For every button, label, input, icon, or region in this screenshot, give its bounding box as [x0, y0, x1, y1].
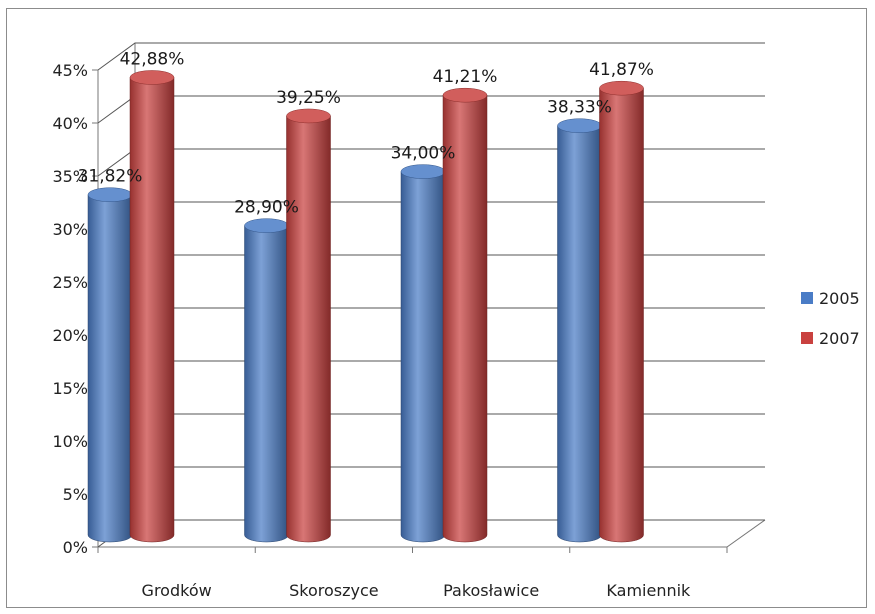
y-tick-label: 5%	[63, 485, 88, 504]
data-label: 41,87%	[589, 60, 654, 80]
data-label: 28,90%	[234, 198, 299, 218]
legend-label-2007: 2007	[819, 329, 860, 348]
bar-2007-0	[129, 70, 175, 543]
bar-cap	[129, 70, 175, 85]
y-tick-label: 15%	[52, 379, 88, 398]
data-labels: 31,82% 42,88% 28,90% 39,25% 34,00% 41,21% 38,3…	[78, 49, 654, 217]
data-label: 42,88%	[120, 49, 185, 69]
bar-body	[286, 115, 331, 543]
legend-label-2005: 2005	[819, 289, 860, 308]
bar-body	[400, 171, 446, 543]
y-tick-label: 10%	[52, 432, 88, 451]
bar-body	[442, 94, 488, 543]
bar-2005-2	[400, 164, 446, 543]
bar-cap	[557, 118, 602, 133]
y-tick-label: 30%	[52, 220, 88, 239]
gridline	[97, 95, 765, 124]
data-label: 31,82%	[78, 167, 143, 187]
y-tick-label: 0%	[63, 538, 88, 557]
bar-cap	[87, 187, 133, 202]
bar-body	[129, 77, 175, 543]
legend: 2005 2007	[801, 289, 860, 348]
y-tick-label: 20%	[52, 326, 88, 345]
data-label: 41,21%	[433, 67, 498, 87]
bar-2005-1	[244, 218, 289, 543]
bar-body	[87, 194, 133, 543]
bar-body	[244, 225, 289, 543]
x-tick-label: Grodków	[142, 581, 212, 600]
bar-cap	[442, 87, 488, 103]
x-axis-ticks: Grodków Skoroszyce Pakosławice Kamiennik	[97, 547, 728, 600]
data-label: 39,25%	[276, 88, 341, 108]
bar-2005-3	[557, 118, 602, 543]
bar-cap	[244, 218, 289, 233]
legend-swatch-2007	[801, 332, 813, 344]
y-tick-label: 25%	[52, 273, 88, 292]
y-tick-label: 40%	[52, 114, 88, 133]
legend-swatch-2005	[801, 292, 813, 304]
y-tick-label: 45%	[52, 61, 88, 80]
bar-body	[599, 87, 644, 543]
bar-2007-1	[286, 108, 331, 543]
bar-cap	[599, 80, 644, 96]
bar-cap	[286, 108, 331, 124]
x-tick-label: Kamiennik	[606, 581, 691, 600]
y-tick-label: 35%	[52, 167, 88, 186]
bars	[87, 70, 644, 543]
bar-cap	[400, 164, 446, 179]
bar-2007-2	[442, 87, 488, 543]
x-tick-label: Pakosławice	[443, 581, 539, 600]
data-label: 34,00%	[391, 144, 456, 164]
bar-2007-3	[599, 80, 644, 543]
data-label: 38,33%	[547, 98, 612, 118]
gridline	[97, 42, 765, 71]
bar-body	[557, 125, 602, 543]
x-tick-label: Skoroszyce	[289, 581, 379, 600]
bar-2005-0	[87, 187, 133, 543]
